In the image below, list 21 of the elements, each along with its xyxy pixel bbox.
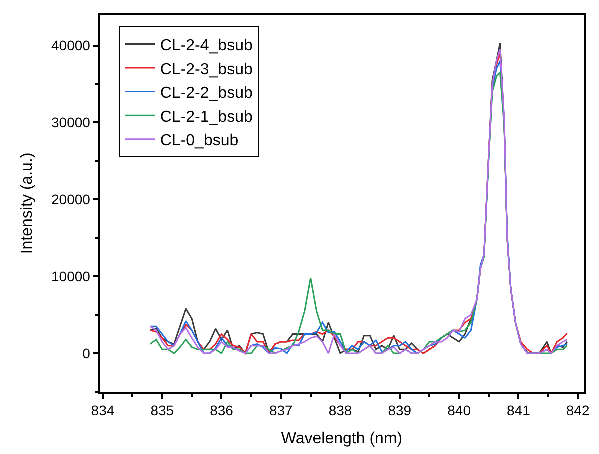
- y-tick-label: 0: [82, 345, 91, 362]
- x-tick-label: 838: [328, 402, 352, 419]
- legend-label: CL-2-2_bsub: [160, 85, 253, 102]
- x-tick-label: 842: [566, 402, 590, 419]
- y-tick-label: 20000: [52, 192, 91, 208]
- x-tick-label: 836: [210, 402, 234, 419]
- legend-label: CL-0_bsub: [160, 132, 239, 150]
- y-tick-label: 40000: [52, 38, 91, 54]
- legend-label: CL-2-4_bsub: [160, 37, 253, 54]
- y-tick-label: 10000: [52, 268, 91, 284]
- legend-label: CL-2-3_bsub: [160, 61, 253, 78]
- x-tick-label: 837: [269, 402, 294, 419]
- x-axis-title: Wavelength (nm): [281, 430, 403, 448]
- y-axis-title: Intensity (a.u.): [18, 152, 36, 254]
- x-tick-label: 839: [388, 402, 412, 419]
- x-tick-label: 840: [448, 402, 472, 419]
- legend-label: CL-2-1_bsub: [160, 108, 253, 126]
- x-tick-label: 841: [506, 402, 531, 419]
- x-tick-label: 834: [91, 402, 115, 419]
- y-tick-label: 30000: [52, 114, 91, 131]
- x-tick-label: 835: [150, 402, 174, 419]
